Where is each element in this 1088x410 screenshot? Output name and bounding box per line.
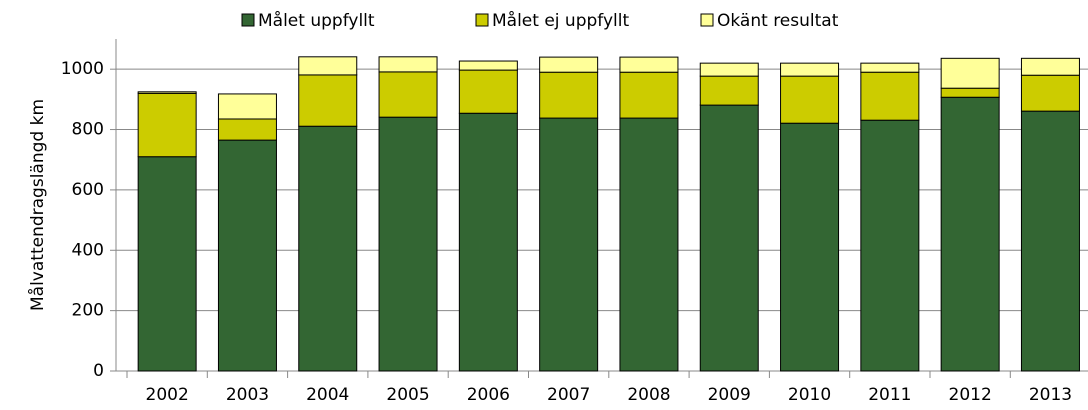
bar-segment: [619, 71, 679, 119]
bar-segment: [539, 56, 599, 73]
bar-segment: [378, 56, 438, 73]
legend-swatch: [241, 13, 255, 27]
x-tick-label: 2004: [306, 385, 349, 405]
bar-segment: [458, 69, 518, 114]
bar-segment: [699, 62, 759, 77]
bar-segment: [458, 112, 518, 372]
bar-segment: [298, 74, 358, 127]
bar-segment: [298, 125, 358, 372]
bar-segment: [860, 62, 920, 73]
y-tick-label: 1000: [61, 59, 104, 79]
bar-segment: [217, 139, 277, 372]
legend-swatch: [700, 13, 714, 27]
bar-segment: [378, 71, 438, 118]
bar-segment: [940, 87, 1000, 98]
bar-segment: [217, 93, 277, 120]
bar-segment: [619, 56, 679, 73]
bar-segment: [619, 117, 679, 372]
x-tick-label: 2011: [868, 385, 911, 405]
y-tick-label: 800: [72, 120, 104, 140]
legend-label: Målet ej uppfyllt: [492, 10, 629, 31]
y-tick-label: 400: [72, 240, 104, 260]
bar-segment: [940, 57, 1000, 89]
y-tick-label: 600: [72, 180, 104, 200]
bar-segment: [137, 91, 197, 94]
x-tick-label: 2007: [547, 385, 590, 405]
y-tick-label: 200: [72, 301, 104, 321]
bar-segment: [860, 119, 920, 372]
bar-segment: [860, 71, 920, 121]
x-tick-label: 2009: [708, 385, 751, 405]
bar-segment: [1020, 74, 1080, 112]
bar-segment: [780, 75, 840, 124]
x-tick-label: 2005: [386, 385, 429, 405]
bar-segment: [780, 122, 840, 372]
bar-segment: [1020, 110, 1080, 372]
legend-label: Okänt resultat: [717, 11, 839, 31]
y-tick-label: 0: [93, 361, 104, 381]
bar-segment: [137, 92, 197, 158]
x-tick-label: 2002: [146, 385, 189, 405]
y-axis-label: Målvattendragslängd km: [27, 99, 48, 311]
bar-segment: [217, 118, 277, 141]
legend-swatch: [475, 13, 489, 27]
bar-segment: [137, 156, 197, 372]
x-tick-label: 2003: [226, 385, 269, 405]
legend-label: Målet uppfyllt: [258, 10, 375, 31]
x-tick-label: 2013: [1029, 385, 1072, 405]
x-tick-label: 2010: [788, 385, 831, 405]
bar-segment: [378, 116, 438, 372]
bar-segment: [699, 104, 759, 372]
bar-segment: [699, 75, 759, 106]
bar-segment: [780, 62, 840, 77]
bar-segment: [458, 60, 518, 71]
bar-segment: [1020, 57, 1080, 76]
x-tick-label: 2006: [467, 385, 510, 405]
bar-segment: [539, 71, 599, 119]
x-tick-label: 2012: [949, 385, 992, 405]
bar-segment: [298, 56, 358, 76]
bar-segment: [539, 117, 599, 372]
x-tick-label: 2008: [627, 385, 670, 405]
bar-segment: [940, 96, 1000, 372]
